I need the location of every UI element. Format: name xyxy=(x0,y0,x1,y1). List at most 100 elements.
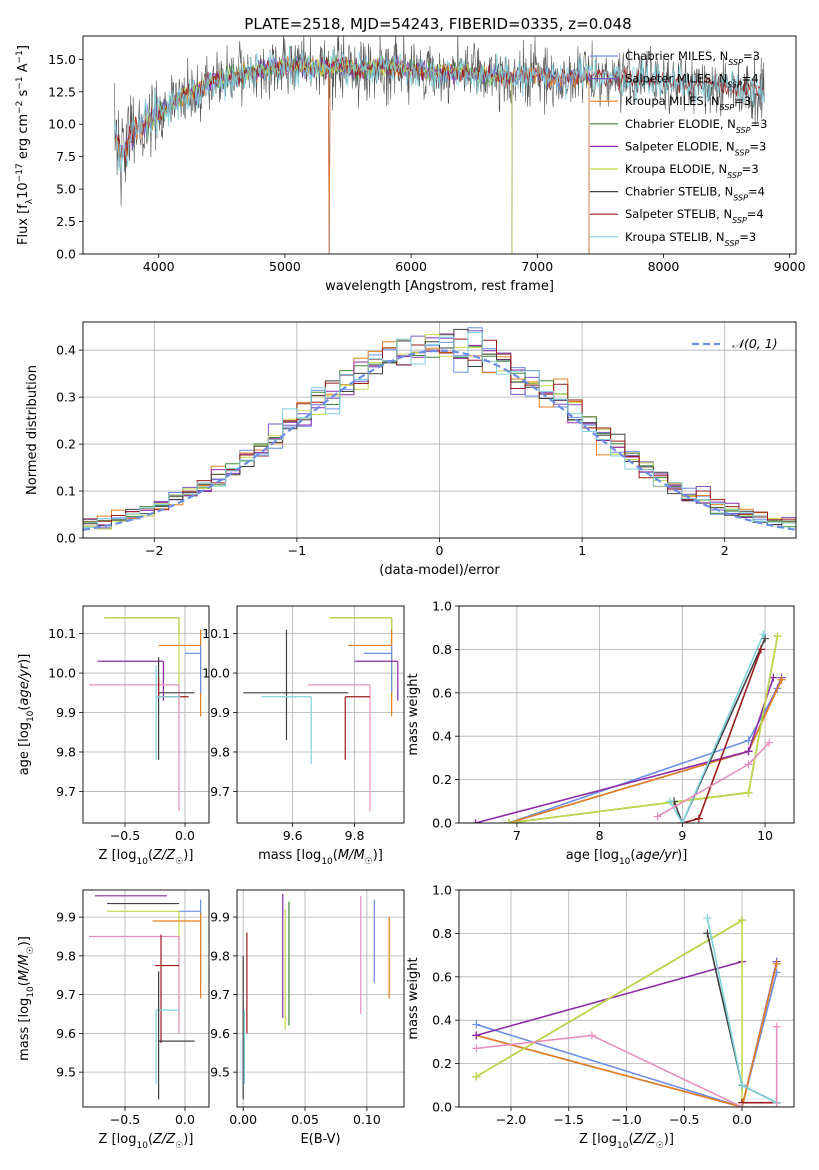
legend-suffix: =3 xyxy=(739,230,756,244)
plot-frame xyxy=(82,321,797,539)
weight-series-marker xyxy=(471,819,480,823)
label-part: 10 xyxy=(617,1141,629,1151)
legend-name: Kroupa STELIB, N xyxy=(625,230,725,244)
label-part: ☉ xyxy=(26,946,36,954)
y-tick-label: 9.8 xyxy=(210,948,230,963)
weight-series-line xyxy=(669,633,765,823)
label-part: −2 xyxy=(15,101,25,114)
label-part: Z/Z xyxy=(152,848,176,863)
legend-name: Salpeter ELODIE, N xyxy=(625,139,735,153)
x-tick-label: 0.0 xyxy=(732,1112,752,1127)
y-tick-label: 9.8 xyxy=(210,744,230,759)
label-part: A xyxy=(16,63,31,76)
label-part: 10 xyxy=(136,1141,148,1151)
legend-entry: Kroupa ELODIE, NSSP=3 xyxy=(625,162,759,180)
y-tick-label: 1.0 xyxy=(432,883,452,898)
label-part: Z [log xyxy=(579,1132,617,1147)
y-tick-label: 9.9 xyxy=(210,910,230,925)
y-tick-label: 0.6 xyxy=(432,969,452,984)
weight-series-line xyxy=(508,677,783,823)
x-tick-label: 0 xyxy=(436,543,444,558)
plot-frame xyxy=(82,605,210,824)
y-tick-label: 9.9 xyxy=(56,705,76,720)
x-tick-label: −1.0 xyxy=(611,1112,641,1127)
legend-suffix: =4 xyxy=(747,207,764,221)
error-bars xyxy=(89,895,202,1100)
label-part: Flux [f xyxy=(16,204,31,245)
legend-entry: Salpeter ELODIE, NSSP=3 xyxy=(625,139,766,157)
y-tick-label: 0.4 xyxy=(432,729,452,744)
legend-sub: SSP xyxy=(720,103,735,112)
legend-sub: SSP xyxy=(732,216,747,225)
label-part: Z [log xyxy=(99,1132,137,1147)
label-part: ( xyxy=(17,981,32,986)
legend-sub: SSP xyxy=(727,80,742,89)
legend-entry: Salpeter MILES, NSSP=4 xyxy=(625,72,759,90)
y-tick-label: 0.2 xyxy=(56,437,76,452)
x-tick-label: 0.0 xyxy=(175,1112,195,1127)
label-part: M/M xyxy=(338,848,365,863)
weight-series-line xyxy=(508,636,779,823)
y-axis-label: age [log10(age/yr)] xyxy=(17,654,36,776)
label-part: Z/Z xyxy=(633,1132,657,1147)
x-tick-label: 7000 xyxy=(521,259,553,274)
age-vs-mass-panel: 9.6 9.8 9.7 9.8 9.9 10.0 10.1 mass [log10(M/M☉)… xyxy=(202,605,405,867)
label-part: age/yr xyxy=(635,848,678,863)
y-tick-label: 9.7 xyxy=(56,987,76,1002)
legend-entry: Chabrier STELIB, NSSP=4 xyxy=(625,185,765,203)
legend-entry: Chabrier ELODIE, NSSP=3 xyxy=(625,117,767,135)
legend-sub: SSP xyxy=(735,148,750,157)
legend-entry: Kroupa STELIB, NSSP=3 xyxy=(625,230,756,248)
legend-entry: Kroupa MILES, NSSP=3 xyxy=(625,94,751,112)
y-axis-label: mass weight xyxy=(406,957,421,1039)
y-tick-label: 0.2 xyxy=(432,1056,452,1071)
weight-series-line xyxy=(476,972,778,1107)
label-part: Z [log xyxy=(99,848,137,863)
label-part: ( xyxy=(333,848,338,863)
label-part: )] xyxy=(17,936,32,946)
y-tick-label: 9.9 xyxy=(210,705,230,720)
y-tick-label: 9.7 xyxy=(56,784,76,799)
y-tick-label: 0.2 xyxy=(432,772,452,787)
x-tick-label: 9.6 xyxy=(283,828,303,843)
y-tick-label: 0.4 xyxy=(432,1013,452,1028)
label-part: )] xyxy=(183,1132,193,1147)
x-tick-label: 9 xyxy=(678,828,686,843)
label-part: 10 xyxy=(26,986,36,998)
y-tick-label: 15.0 xyxy=(48,52,76,67)
weight-lines xyxy=(472,914,781,1107)
legend: Chabrier MILES, N SSP =3 Salpeter MILES, NS… xyxy=(590,49,767,247)
age-vs-metallicity-panel: −0.5 0.09.79.89.910.010.1Z [log10(Z/Z☉)]a… xyxy=(17,605,210,867)
label-part: s xyxy=(16,89,31,100)
y-tick-label: 10.1 xyxy=(48,626,76,641)
normal-reference-curve xyxy=(83,349,796,531)
label-part: ] xyxy=(16,45,31,50)
x-axis-label: E(B-V) xyxy=(300,1132,340,1147)
x-tick-label: 0.0 xyxy=(175,828,195,843)
label-part: age [log xyxy=(17,722,32,775)
x-tick-label: 1 xyxy=(578,543,586,558)
x-tick-label: −2.0 xyxy=(496,1112,526,1127)
legend-suffix: =4 xyxy=(742,72,759,86)
y-tick-label: 10.0 xyxy=(48,117,76,132)
legend-name: Chabrier STELIB, N xyxy=(625,185,733,199)
legend-name: Chabrier MILES, N xyxy=(625,49,728,63)
plot-frame xyxy=(236,889,405,1108)
label-part: 10 xyxy=(136,857,148,867)
plot-frame xyxy=(236,605,405,824)
x-tick-label: 7 xyxy=(513,828,521,843)
weight-series-marker xyxy=(472,1072,481,1081)
weight-series-line xyxy=(476,1026,778,1107)
weight-series-line xyxy=(673,638,766,823)
label-part: 10 xyxy=(26,710,36,722)
label-part: erg cm xyxy=(16,114,31,163)
x-axis-label: mass [log10(M/M☉)] xyxy=(258,848,383,867)
label-part: age/yr xyxy=(17,662,32,705)
weight-lines xyxy=(471,630,786,823)
legend-sub: SSP xyxy=(736,125,751,134)
legend-sub: SSP xyxy=(727,171,742,180)
x-tick-label: 0.00 xyxy=(229,1112,257,1127)
legend-sub: SSP xyxy=(733,193,748,202)
weight-series-marker xyxy=(504,819,513,823)
